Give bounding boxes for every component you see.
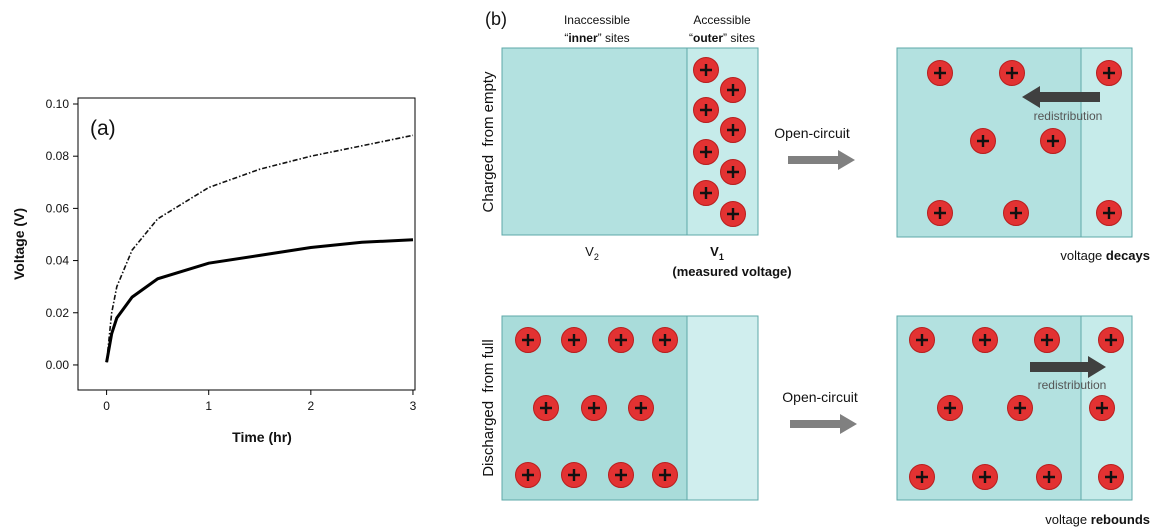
- y-tick-label: 0.02: [46, 306, 70, 320]
- ion: [629, 396, 654, 421]
- x-tick-label: 1: [205, 399, 212, 413]
- result: voltage rebounds: [1045, 512, 1150, 527]
- ion: [938, 396, 963, 421]
- ion: [973, 328, 998, 353]
- v1: V1: [710, 244, 724, 262]
- x-tick-label: 0: [103, 399, 110, 413]
- header: “outer” sites: [689, 31, 755, 45]
- data-line: [107, 240, 413, 363]
- arrow: [788, 150, 855, 170]
- row-label: Discharged from full: [480, 339, 497, 477]
- ion: [694, 58, 719, 83]
- header: “inner” sites: [564, 31, 629, 45]
- ion: [1041, 129, 1066, 154]
- arrow-label: redistribution: [1038, 378, 1107, 392]
- ion: [1008, 396, 1033, 421]
- ion: [562, 463, 587, 488]
- x-tick-label: 2: [307, 399, 314, 413]
- result: voltage decays: [1060, 248, 1150, 263]
- ion: [1004, 201, 1029, 226]
- ion: [721, 160, 746, 185]
- y-tick-label: 0.00: [46, 358, 70, 372]
- plot-frame: [78, 98, 415, 390]
- row-label: Charged from empty: [480, 71, 497, 212]
- ion: [1000, 61, 1025, 86]
- ion: [973, 465, 998, 490]
- ion: [928, 61, 953, 86]
- ion: [1035, 328, 1060, 353]
- ion: [1097, 201, 1122, 226]
- ion: [721, 78, 746, 103]
- ion: [721, 202, 746, 227]
- y-tick-label: 0.10: [46, 97, 70, 111]
- outer-region: [687, 316, 758, 500]
- panel-charged: [502, 48, 758, 235]
- ion: [694, 140, 719, 165]
- ion: [694, 181, 719, 206]
- measured-label: (measured voltage): [672, 264, 791, 279]
- header: Accessible: [693, 13, 751, 27]
- arrow: [790, 414, 857, 434]
- ion: [1090, 396, 1115, 421]
- ion: [609, 328, 634, 353]
- ion: [653, 328, 678, 353]
- data-line: [107, 135, 413, 362]
- panel-label: (a): [90, 117, 116, 140]
- v2: V2: [585, 244, 599, 262]
- ion: [910, 328, 935, 353]
- ion: [1097, 61, 1122, 86]
- ion: [516, 463, 541, 488]
- ion: [1099, 328, 1124, 353]
- ion: [928, 201, 953, 226]
- ion: [653, 463, 678, 488]
- x-tick-label: 3: [410, 399, 417, 413]
- header: Inaccessible: [564, 13, 630, 27]
- action: Open-circuit: [774, 125, 850, 141]
- figure: (a) Voltage (V) Time (hr) (b) Inaccessib…: [0, 0, 1162, 528]
- ion: [516, 328, 541, 353]
- y-axis-label: Voltage (V): [11, 208, 27, 280]
- ion: [562, 328, 587, 353]
- y-tick-label: 0.08: [46, 149, 70, 163]
- ion: [609, 463, 634, 488]
- panel-label: (b): [485, 9, 507, 29]
- y-tick-label: 0.04: [46, 254, 70, 268]
- ion: [534, 396, 559, 421]
- ion: [694, 98, 719, 123]
- ion: [582, 396, 607, 421]
- ion: [1037, 465, 1062, 490]
- action: Open-circuit: [782, 389, 858, 405]
- ion: [910, 465, 935, 490]
- ion: [1099, 465, 1124, 490]
- x-axis-label: Time (hr): [232, 429, 292, 445]
- inner-region: [502, 48, 687, 235]
- arrow-label: redistribution: [1034, 109, 1103, 123]
- ion: [971, 129, 996, 154]
- y-tick-label: 0.06: [46, 201, 70, 215]
- ion: [721, 118, 746, 143]
